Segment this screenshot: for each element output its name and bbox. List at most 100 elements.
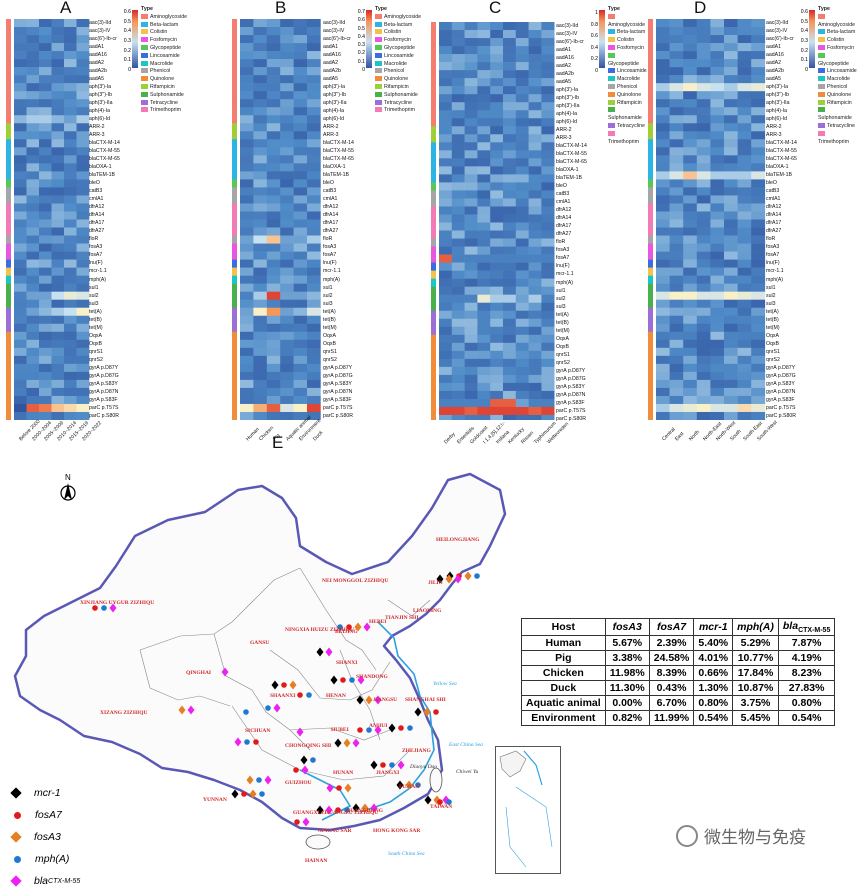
heatmap-cell (64, 147, 77, 156)
heatmap-cell (51, 75, 65, 84)
heatmap-cell (541, 190, 555, 199)
type-bar-cell (431, 206, 436, 215)
heatmap-cell (51, 291, 65, 300)
heatmap-cell (515, 350, 529, 360)
heatmap-cell (76, 315, 90, 325)
heatmap-cell (696, 171, 711, 180)
heatmap-cell (64, 115, 77, 124)
heatmap-cell (76, 131, 90, 140)
type-bar-cell (648, 43, 653, 52)
heatmap-cell (307, 115, 321, 124)
heatmap-cell (64, 347, 77, 357)
table-cell: 0.00% (604, 695, 650, 712)
heatmap-cell (710, 163, 725, 172)
heatmap-cell (451, 390, 465, 400)
legend-swatch (818, 76, 825, 82)
legend-label: Trimethoprim (608, 138, 640, 145)
heatmap-cell (76, 171, 90, 180)
heatmap-cell (724, 219, 738, 228)
type-legend-title: Type (375, 6, 387, 12)
heatmap-cell (240, 195, 254, 204)
heatmap-cell (724, 59, 738, 68)
map-marker (301, 765, 309, 775)
heatmap-cell (737, 195, 752, 204)
heatmap-cell (293, 115, 308, 124)
heatmap-cell (64, 267, 77, 276)
heatmap-cell (669, 227, 684, 236)
heatmap-cell (64, 307, 77, 317)
heatmap-cell (490, 390, 504, 400)
heatmap-a (6, 19, 90, 420)
heatmap-cell (76, 27, 90, 36)
heatmap-cell (724, 51, 738, 60)
heatmap-cell (737, 243, 752, 252)
heatmap-cell (656, 211, 670, 220)
heatmap-cell (490, 150, 504, 159)
heatmap-cell (26, 123, 40, 132)
table-row: Pig 3.38% 24.58% 4.01% 10.77% 4.19% (521, 650, 836, 667)
map-label: HENAN (326, 693, 346, 699)
heatmap-cell (439, 150, 453, 159)
heatmap-cell (76, 227, 90, 236)
heatmap-cell (439, 22, 453, 31)
heatmap-cell (737, 355, 752, 365)
heatmap-cell (240, 323, 254, 333)
heatmap-cell (490, 318, 504, 328)
gene-label: blaCTX-M-65 (89, 156, 120, 163)
heatmap-cell (696, 51, 711, 60)
map-label: NINGXIA HUIZU ZIZHIQU (285, 627, 355, 633)
heatmap-cell (683, 379, 698, 389)
map-marker (249, 789, 257, 799)
heatmap-cell (724, 267, 738, 276)
gene-label: sul3 (766, 300, 776, 307)
heatmap-cell (737, 107, 752, 116)
heatmap-cell (266, 323, 281, 333)
gene-label: gyrA p.D87Y (323, 364, 353, 371)
type-bar-cell (6, 299, 11, 309)
heatmap-cell (541, 94, 555, 103)
map-marker (352, 738, 360, 748)
heatmap-cell (14, 123, 27, 132)
type-bar-cell (648, 203, 653, 212)
heatmap-cell (253, 147, 268, 156)
heatmap-cell (240, 147, 254, 156)
colorbar-tick: 0.2 (357, 50, 365, 57)
heatmap-cell (515, 270, 529, 279)
legend-swatch (141, 68, 148, 74)
heatmap-cell (253, 395, 268, 405)
type-bar-cell (648, 187, 653, 196)
heatmap-cell (503, 70, 517, 79)
table-cell: Duck (521, 680, 606, 697)
gene-label: tet(B) (323, 316, 336, 323)
heatmap-cell (39, 179, 52, 188)
heatmap-cell (253, 403, 268, 413)
heatmap-cell (39, 395, 52, 405)
legend-label: Quinolone (384, 76, 409, 83)
gene-label: blaOXA-1 (766, 164, 789, 171)
heatmap-cell (240, 43, 254, 52)
type-legend-item: Rifampicin (608, 100, 647, 108)
heatmap-cell (503, 110, 517, 119)
heatmap-cell (656, 371, 670, 381)
type-bar-cell (431, 30, 436, 39)
heatmap-cell (656, 195, 670, 204)
heatmap-cell (14, 163, 27, 172)
heatmap-cell (696, 131, 711, 140)
heatmap-cell (541, 62, 555, 71)
type-legend-item: Beta-lactam (141, 22, 187, 30)
heatmap-cell (307, 331, 321, 341)
heatmap-cell (710, 83, 725, 92)
type-bar-cell (6, 115, 11, 124)
gene-label: floR (556, 239, 566, 246)
heatmap-cell (253, 59, 268, 68)
gene-label: OqxA (323, 332, 336, 339)
heatmap-cell (528, 214, 542, 223)
heatmap-cell (710, 139, 725, 148)
heatmap-cell (528, 294, 542, 303)
heatmap-cell (683, 347, 698, 357)
heatmap-cell (307, 163, 321, 172)
heatmap-cell (26, 171, 40, 180)
gene-label: dfrA12 (89, 204, 105, 211)
heatmap-cell (490, 70, 504, 79)
heatmap-cell (451, 102, 465, 111)
